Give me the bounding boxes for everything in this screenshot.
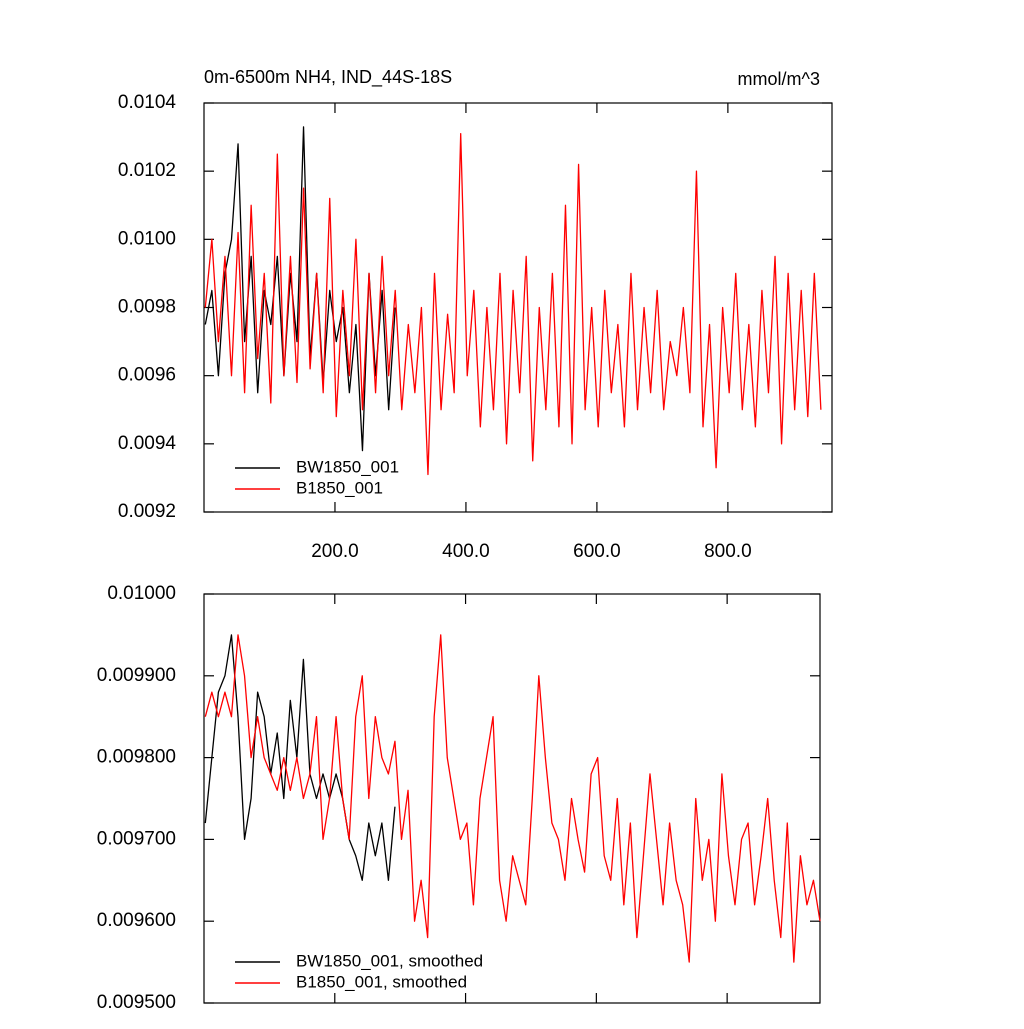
y-tick-label: 0.009700 <box>97 828 176 849</box>
x-tick-label: 800.0 <box>704 541 752 562</box>
y-tick-label: 0.0094 <box>118 433 177 454</box>
series-line <box>204 634 396 881</box>
y-tick-label: 0.01000 <box>107 583 176 604</box>
x-tick-label: 600.0 <box>573 541 621 562</box>
x-tick-label: 400.0 <box>442 541 490 562</box>
legend-label: B1850_001 <box>296 478 383 497</box>
series-line <box>204 126 396 452</box>
legend-label: BW1850_001 <box>296 457 399 476</box>
y-tick-label: 0.0100 <box>118 228 176 249</box>
y-tick-label: 0.0092 <box>118 501 176 522</box>
plot-frame <box>203 593 821 1004</box>
y-tick-label: 0.009900 <box>97 665 176 686</box>
y-tick-label: 0.009800 <box>97 747 176 768</box>
y-tick-label: 0.0104 <box>118 92 177 113</box>
series-line <box>204 133 822 476</box>
y-tick-label: 0.0102 <box>118 160 176 181</box>
y-tick-label: 0.009600 <box>97 910 176 931</box>
chart-title: 0m-6500m NH4, IND_44S-18S <box>204 67 452 88</box>
x-tick-label: 200.0 <box>311 541 359 562</box>
y-tick-label: 0.009500 <box>97 992 176 1013</box>
legend-label: B1850_001, smoothed <box>296 972 467 991</box>
y-tick-label: 0.0096 <box>118 365 176 386</box>
series-line <box>204 634 821 963</box>
units-label: mmol/m^3 <box>738 69 820 89</box>
legend-label: BW1850_001, smoothed <box>296 951 483 970</box>
y-tick-label: 0.0098 <box>118 297 176 318</box>
